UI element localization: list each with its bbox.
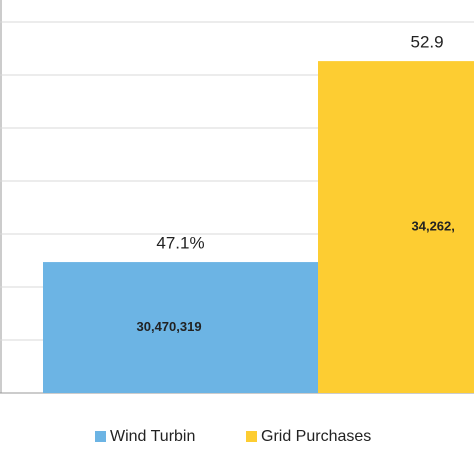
percent-label: 52.9 [411, 33, 444, 52]
legend-label: Grid Purchases [261, 428, 371, 445]
legend-label: Wind Turbin [110, 428, 195, 445]
bar [318, 61, 474, 394]
bar [43, 262, 318, 393]
value-label: 34,262, [412, 218, 455, 233]
value-label: 30,470,319 [137, 319, 202, 334]
legend-swatch [95, 431, 106, 442]
legend-swatch [246, 431, 257, 442]
percent-label: 47.1% [156, 234, 204, 253]
